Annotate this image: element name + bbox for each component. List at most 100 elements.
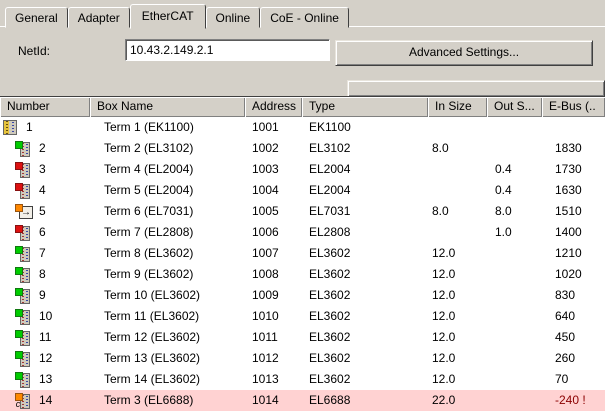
number-cell: 12 [0, 348, 90, 369]
address-cell: 1005 [252, 204, 279, 218]
number-cell: 1 [0, 117, 90, 138]
box-name-cell: Term 6 (EL7031) [104, 204, 194, 218]
column-header-in-size[interactable]: In Size [428, 97, 487, 117]
tab-ethercat[interactable]: EtherCAT [129, 4, 206, 29]
column-header-type[interactable]: Type [302, 97, 428, 117]
out-size-cell [487, 369, 542, 390]
number-cell: 7 [0, 243, 90, 264]
type-cell: EL3602 [309, 288, 351, 302]
status-square-icon [15, 372, 23, 380]
table-row[interactable]: 1 Term 1 (EK1100) 1001 EK1100 [0, 117, 605, 138]
type-cell: EL7031 [309, 204, 351, 218]
box-name-cell: Term 3 (EL6688) [104, 393, 194, 407]
status-square-icon [15, 204, 23, 212]
terminal-glyph-icon [3, 120, 17, 135]
terminal-glyph-icon [20, 331, 30, 346]
table-row[interactable]: 6 Term 7 (EL2808) 1006 EL2808 1.0 1400 [0, 222, 605, 243]
row-number: 6 [39, 225, 46, 239]
in-size-cell: 12.0 [432, 267, 456, 281]
table-row[interactable]: 12 Term 13 (EL3602) 1012 EL3602 12.0 260 [0, 348, 605, 369]
in-size-cell [428, 117, 487, 138]
type-cell: EL3602 [309, 330, 351, 344]
table-row[interactable]: 7 Term 8 (EL3602) 1007 EL3602 12.0 1210 [0, 243, 605, 264]
advanced-settings-button[interactable]: Advanced Settings... [335, 40, 593, 66]
terminal-glyph-icon [20, 184, 30, 199]
row-number: 13 [39, 372, 53, 386]
tab-general[interactable]: General [5, 7, 68, 28]
status-square-icon [15, 288, 23, 296]
terminal-icon [15, 287, 33, 304]
row-number: 10 [39, 309, 53, 323]
row-number: 8 [39, 267, 46, 281]
in-size-cell: 12.0 [432, 372, 456, 386]
row-number: 14 [39, 393, 53, 407]
tab-adapter[interactable]: Adapter [67, 7, 130, 28]
type-cell: EL3602 [309, 246, 351, 260]
in-size-cell: 8.0 [432, 204, 449, 218]
coe-letter: c [15, 399, 21, 409]
status-square-icon [15, 309, 23, 317]
terminal-glyph-icon [20, 268, 30, 283]
ebus-cell: 1730 [555, 162, 582, 176]
table-row[interactable]: 2 Term 2 (EL3102) 1002 EL3102 8.0 1830 [0, 138, 605, 159]
address-cell: 1010 [252, 309, 279, 323]
in-size-cell: 8.0 [432, 141, 449, 155]
address-cell: 1014 [252, 393, 279, 407]
table-row[interactable]: c 14 Term 3 (EL6688) 1014 EL6688 22.0 -2… [0, 390, 605, 411]
number-cell: 4 [0, 180, 90, 201]
table-row[interactable]: 9 Term 10 (EL3602) 1009 EL3602 12.0 830 [0, 285, 605, 306]
box-name-cell: Term 11 (EL3602) [104, 309, 200, 323]
table-row[interactable]: 4 Term 5 (EL2004) 1004 EL2004 0.4 1630 [0, 180, 605, 201]
type-cell: EL6688 [309, 393, 351, 407]
column-header-ebus[interactable]: E-Bus (.. [542, 97, 605, 117]
table-row[interactable]: 5 Term 6 (EL7031) 1005 EL7031 8.0 8.0 15… [0, 201, 605, 222]
box-name-cell: Term 8 (EL3602) [104, 246, 194, 260]
type-cell: EL3602 [309, 372, 351, 386]
type-cell: EL3602 [309, 309, 351, 323]
out-size-cell [487, 390, 542, 411]
number-cell: 6 [0, 222, 90, 243]
type-cell: EL3602 [309, 351, 351, 365]
box-name-cell: Term 2 (EL3102) [104, 141, 194, 155]
clipped-button-below-advanced-settings[interactable] [347, 80, 605, 97]
column-header-number[interactable]: Number [0, 97, 90, 117]
address-cell: 1006 [252, 225, 279, 239]
address-cell: 1012 [252, 351, 279, 365]
netid-input[interactable] [125, 39, 330, 61]
column-header-box-name[interactable]: Box Name [90, 97, 245, 117]
terminal-glyph-icon [20, 289, 30, 304]
out-size-cell [487, 264, 542, 285]
terminal-icon [15, 308, 33, 325]
ebus-cell: 450 [555, 330, 576, 344]
ebus-cell: 1210 [555, 246, 582, 260]
address-cell: 1009 [252, 288, 279, 302]
status-square-icon [15, 246, 23, 254]
in-size-cell: 22.0 [432, 393, 456, 407]
row-number: 11 [39, 330, 52, 344]
tab-bar: General Adapter EtherCAT Online CoE - On… [5, 4, 349, 29]
table-row[interactable]: 3 Term 4 (EL2004) 1003 EL2004 0.4 1730 [0, 159, 605, 180]
terminal-glyph-icon [20, 352, 30, 367]
terminal-icon [15, 350, 33, 367]
ebus-cell: 1830 [555, 141, 582, 155]
ebus-cell: 1020 [555, 267, 582, 281]
table-row[interactable]: 8 Term 9 (EL3602) 1008 EL3602 12.0 1020 [0, 264, 605, 285]
box-name-cell: Term 7 (EL2808) [104, 225, 194, 239]
table-row[interactable]: 13 Term 14 (EL3602) 1013 EL3602 12.0 70 [0, 369, 605, 390]
column-header-out-size[interactable]: Out S... [487, 97, 542, 117]
ebus-cell: 260 [555, 351, 576, 365]
row-number: 9 [39, 288, 46, 302]
table-header: Number Box Name Address Type In Size Out… [0, 97, 605, 117]
terminal-icon [15, 203, 33, 220]
table-row[interactable]: 11 Term 12 (EL3602) 1011 EL3602 12.0 450 [0, 327, 605, 348]
row-number: 4 [39, 183, 46, 197]
table-row[interactable]: 10 Term 11 (EL3602) 1010 EL3602 12.0 640 [0, 306, 605, 327]
in-size-cell [428, 180, 487, 201]
box-name-cell: Term 5 (EL2004) [104, 183, 194, 197]
tab-online[interactable]: Online [205, 7, 261, 28]
row-number: 1 [26, 120, 33, 134]
column-header-address[interactable]: Address [245, 97, 302, 117]
tab-coe-online[interactable]: CoE - Online [260, 7, 349, 28]
address-cell: 1011 [252, 330, 278, 344]
box-name-cell: Term 14 (EL3602) [104, 372, 201, 386]
